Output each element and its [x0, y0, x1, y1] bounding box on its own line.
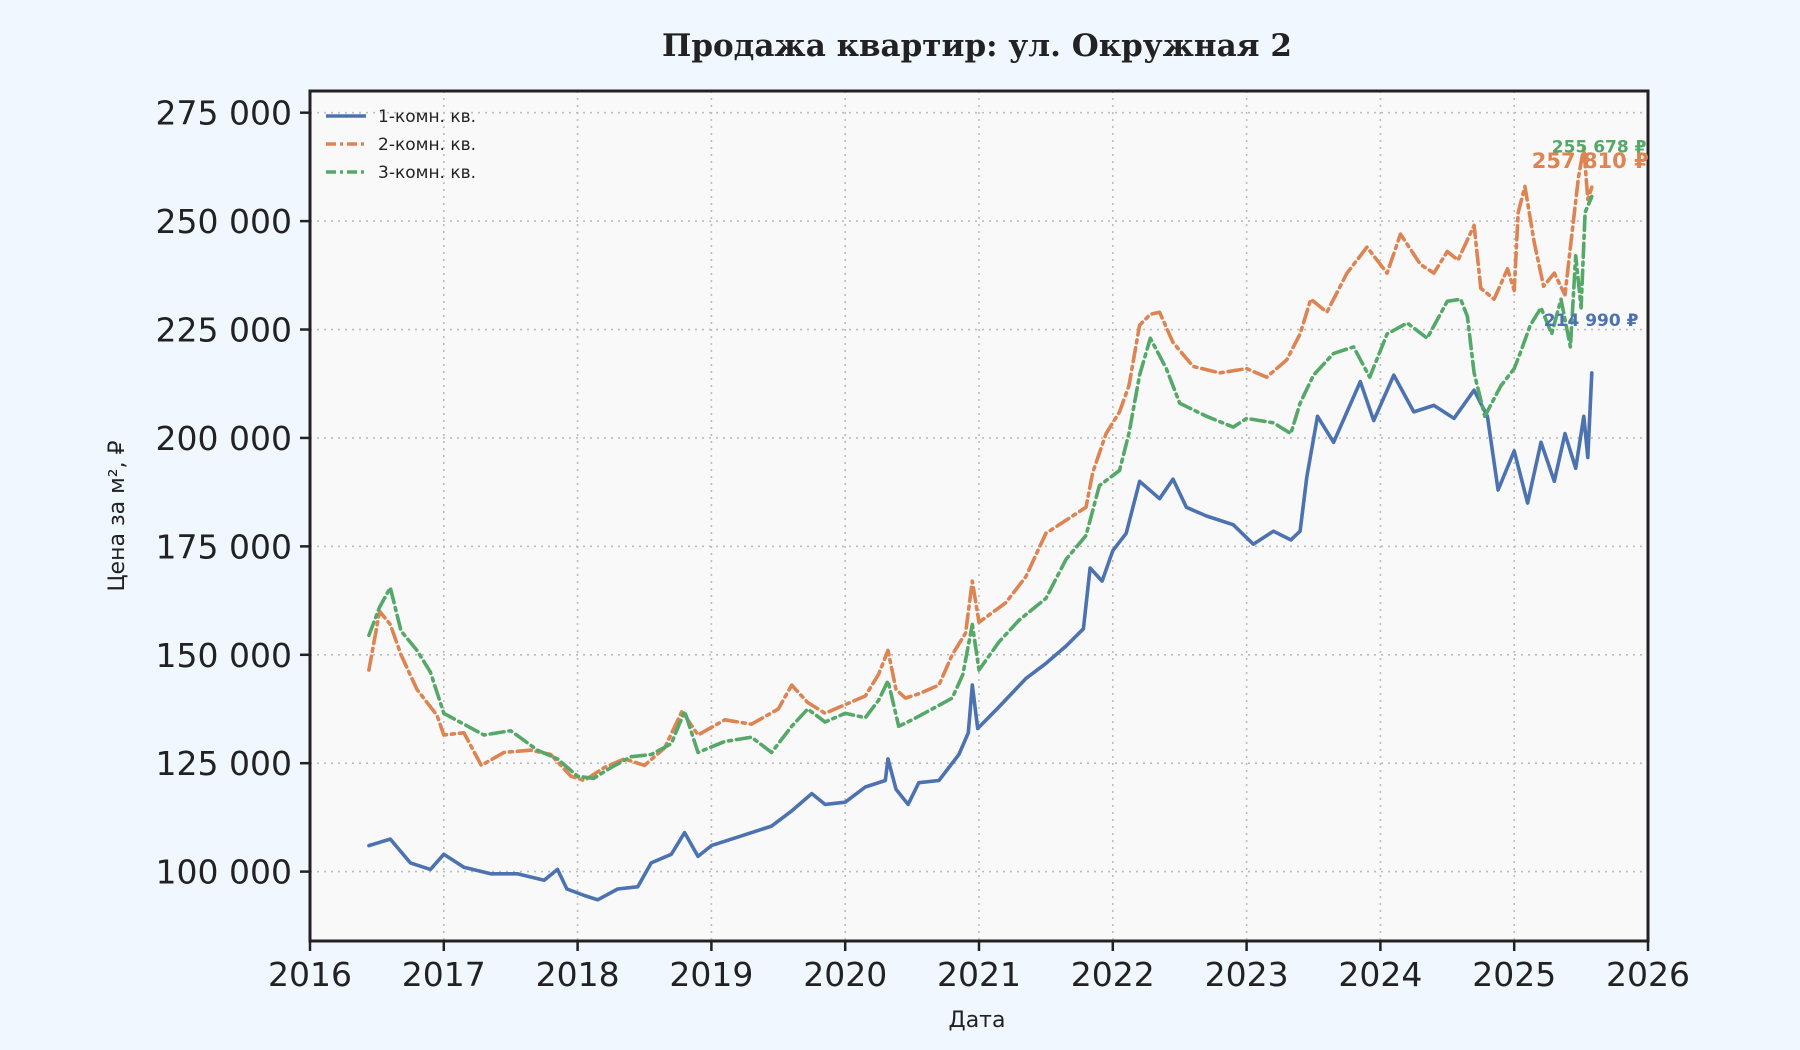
- legend-label: 2-комн. кв.: [378, 135, 476, 155]
- x-tick-label: 2026: [1606, 955, 1690, 994]
- x-tick-label: 2020: [803, 955, 887, 994]
- x-tick-label: 2023: [1205, 955, 1289, 994]
- legend: 1-комн. кв. 2-комн. кв. 3-комн. кв.: [326, 107, 476, 183]
- y-axis-label: Цена за м², ₽: [105, 440, 130, 591]
- x-tick-label: 2021: [937, 955, 1021, 994]
- end-value-label-1: 214 990 ₽: [1544, 311, 1639, 331]
- y-tick-label: 100 000: [156, 853, 292, 892]
- y-tick-label: 125 000: [156, 744, 292, 783]
- y-axis-ticks: 100 000 125 000 150 000 175 000 200 000 225 0…: [156, 94, 310, 892]
- series-line-2: [367, 145, 1594, 783]
- end-value-labels: 214 990 ₽ 257 810 ₽255 678 ₽: [1532, 137, 1649, 330]
- series-line-1: [367, 371, 1594, 902]
- x-tick-label: 2024: [1338, 955, 1422, 994]
- y-tick-label: 200 000: [156, 419, 292, 458]
- y-tick-label: 150 000: [156, 636, 292, 675]
- grid-lines: [310, 91, 1648, 941]
- series-line-3: [367, 194, 1594, 781]
- x-tick-label: 2016: [268, 955, 352, 994]
- x-tick-label: 2017: [402, 955, 486, 994]
- legend-label: 1-комн. кв.: [378, 107, 476, 127]
- series-lines: [367, 145, 1594, 902]
- x-tick-label: 2018: [536, 955, 620, 994]
- end-value-label-2: 257 810 ₽: [1532, 149, 1649, 173]
- y-tick-label: 275 000: [156, 94, 292, 133]
- chart-title: Продажа квартир: ул. Окружная 2: [662, 28, 1292, 64]
- x-axis-label: Дата: [949, 1008, 1006, 1033]
- x-tick-label: 2019: [669, 955, 753, 994]
- x-tick-label: 2022: [1071, 955, 1155, 994]
- y-tick-label: 175 000: [156, 527, 292, 566]
- y-tick-label: 225 000: [156, 311, 292, 350]
- x-tick-label: 2025: [1472, 955, 1556, 994]
- end-value-label-3: 255 678 ₽: [1552, 137, 1647, 157]
- y-tick-label: 250 000: [156, 202, 292, 241]
- x-axis-ticks: 2016 2017 2018 2019 2020 2021 2022 2023 2024 2025…: [268, 941, 1690, 994]
- legend-label: 3-комн. кв.: [378, 163, 476, 183]
